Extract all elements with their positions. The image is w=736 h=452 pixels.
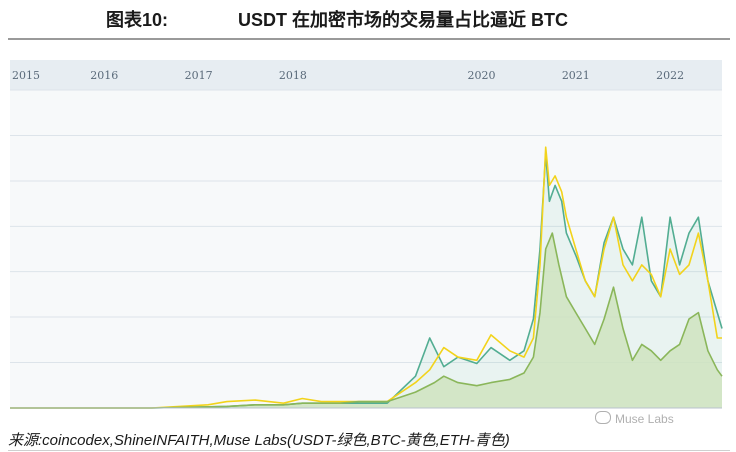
year-tick-2018: 2018 <box>279 69 307 82</box>
year-tick-2015: 2015 <box>12 69 40 82</box>
figure-title: USDT 在加密市场的交易量占比逼近 BTC <box>238 10 568 30</box>
wechat-icon <box>595 411 611 424</box>
year-tick-2016: 2016 <box>90 69 118 82</box>
figure-label: 图表10: <box>106 10 169 30</box>
watermark: Muse Labs <box>595 411 674 426</box>
source-note: 来源:coincodex,ShineINFAITH,Muse Labs(USDT… <box>8 432 510 449</box>
eth-area <box>10 153 722 408</box>
title-divider <box>8 38 730 40</box>
year-tick-labels: 2015 2016 2017 2018 2020 2021 2022 <box>12 69 684 82</box>
year-axis-band <box>10 60 722 90</box>
bottom-divider <box>8 450 730 451</box>
year-tick-2021: 2021 <box>562 69 590 82</box>
figure-title-bar: 图表10: USDT 在加密市场的交易量占比逼近 BTC <box>0 0 736 32</box>
watermark-text: Muse Labs <box>615 412 674 426</box>
year-tick-2022: 2022 <box>656 69 684 82</box>
btc-line <box>10 146 722 409</box>
gridlines <box>10 89 722 409</box>
series-layer <box>10 146 723 409</box>
year-tick-2017: 2017 <box>185 69 213 82</box>
year-tick-2020: 2020 <box>468 69 496 82</box>
usdt-line <box>10 232 723 409</box>
volume-share-chart: 2015 2016 2017 2018 2020 2021 2022 <box>10 60 723 409</box>
